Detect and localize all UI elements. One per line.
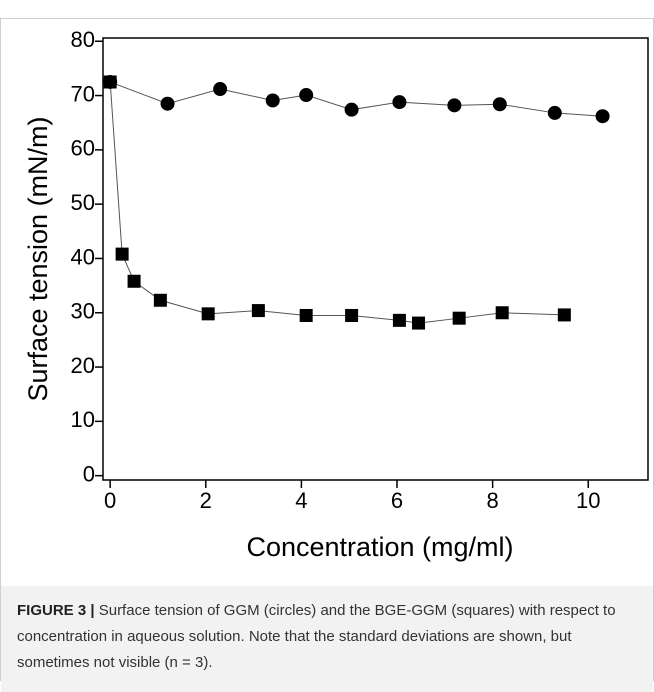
x-tick-label: 10	[576, 488, 600, 513]
x-tick-label: 6	[391, 488, 403, 513]
square-marker	[115, 247, 129, 261]
x-tick-label: 8	[487, 488, 499, 513]
square-marker	[103, 75, 117, 89]
square-marker	[452, 311, 466, 325]
square-marker	[345, 308, 359, 322]
circle-marker	[392, 95, 407, 110]
square-marker	[299, 308, 313, 322]
y-tick-label: 80	[71, 27, 95, 52]
x-tick-label: 4	[295, 488, 307, 513]
circle-marker	[160, 96, 175, 111]
y-tick-label: 40	[71, 244, 95, 269]
square-marker	[557, 308, 571, 322]
y-tick-label: 70	[71, 81, 95, 106]
x-tick-label: 0	[104, 488, 116, 513]
square-marker	[412, 316, 426, 330]
y-tick-label: 60	[71, 136, 95, 161]
circle-marker	[547, 105, 562, 120]
y-tick-label: 30	[71, 299, 95, 324]
circle-marker	[595, 109, 610, 124]
square-marker	[392, 313, 406, 327]
y-tick-label: 10	[71, 407, 95, 432]
circle-marker	[344, 102, 359, 117]
series-line	[109, 81, 565, 324]
plot-frame	[102, 37, 649, 481]
square-marker	[127, 274, 141, 288]
circle-marker	[447, 98, 462, 113]
square-marker	[153, 293, 167, 307]
square-marker	[495, 306, 509, 320]
x-tick-label: 2	[200, 488, 212, 513]
caption: FIGURE 3 | Surface tension of GGM (circl…	[1, 586, 653, 692]
circle-marker	[213, 82, 228, 97]
circle-marker	[492, 97, 507, 112]
square-marker	[251, 304, 265, 318]
chart: Concentration (mg/ml) Surface tension (m…	[23, 27, 649, 562]
x-axis-label: Concentration (mg/ml)	[246, 532, 513, 562]
y-axis-label: Surface tension (mN/m)	[23, 116, 53, 401]
circle-marker	[299, 88, 314, 103]
caption-label: FIGURE 3 |	[17, 602, 95, 619]
caption-text: Surface tension of GGM (circles) and the…	[17, 602, 616, 671]
circle-marker	[265, 93, 280, 108]
y-tick-label: 20	[71, 353, 95, 378]
square-marker	[201, 307, 215, 321]
y-tick-label: 50	[71, 190, 95, 215]
y-tick-label: 0	[83, 461, 95, 486]
